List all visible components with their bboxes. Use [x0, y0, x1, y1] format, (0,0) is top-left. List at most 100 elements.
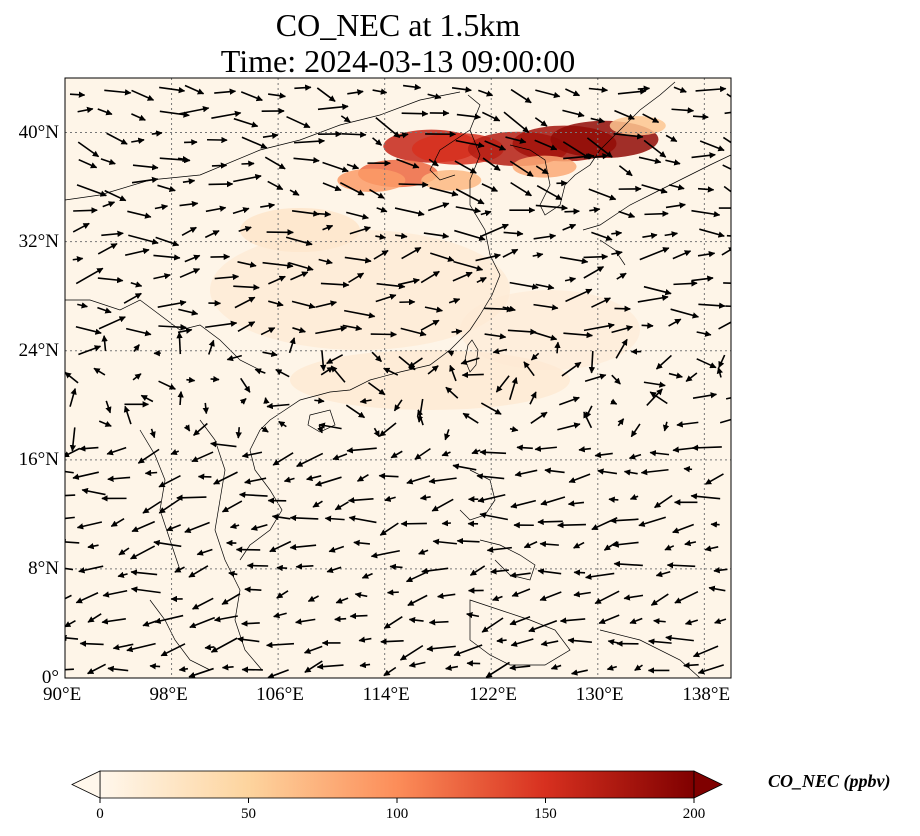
wind-arrow	[479, 512, 508, 521]
lat-tick-label: 24°N	[18, 339, 59, 361]
wind-arrow	[665, 134, 678, 143]
wind-arrow	[189, 616, 216, 629]
wind-arrow	[441, 520, 451, 527]
wind-arrow	[665, 159, 681, 166]
wind-arrow	[383, 367, 399, 376]
lon-tick-label: 98°E	[149, 684, 188, 705]
wind-arrow	[716, 367, 723, 378]
wind-arrow	[509, 664, 531, 671]
wind-arrow	[267, 669, 289, 678]
wind-arrow	[158, 474, 181, 488]
wind-arrow	[153, 273, 171, 280]
wind-arrow	[480, 223, 509, 237]
wind-arrow	[65, 567, 74, 571]
wind-arrow	[617, 418, 625, 427]
wind-arrow	[598, 614, 620, 625]
wind-arrow	[133, 344, 140, 353]
wind-arrow	[291, 209, 320, 217]
wind-arrow	[529, 391, 537, 405]
wind-arrow	[638, 516, 666, 527]
wind-arrow	[244, 586, 262, 593]
wind-arrow	[186, 376, 196, 384]
wind-arrow	[314, 476, 342, 487]
wind-arrow	[559, 256, 589, 265]
wind-arrow	[402, 83, 422, 91]
wind-arrow	[312, 500, 323, 508]
wind-arrow	[676, 421, 699, 428]
wind-arrow	[303, 645, 323, 654]
wind-arrow	[65, 371, 79, 384]
wind-arrow	[539, 540, 559, 548]
wind-arrow	[184, 521, 210, 534]
wind-arrow	[530, 411, 548, 424]
wind-arrow	[429, 187, 459, 197]
chart-title: CO_NEC at 1.5km	[275, 7, 521, 43]
wind-arrow	[691, 152, 716, 159]
wind-arrow	[696, 358, 717, 369]
wind-arrow	[87, 613, 102, 623]
wind-arrow	[93, 367, 106, 376]
wind-arrow	[276, 590, 289, 599]
wind-arrow	[237, 261, 257, 268]
wind-arrow	[344, 256, 372, 264]
wind-arrow	[65, 634, 79, 642]
wind-arrow	[573, 591, 591, 598]
wind-arrow	[244, 477, 267, 485]
wind-arrow	[271, 513, 291, 521]
wind-arrow	[304, 660, 323, 673]
wind-arrow	[65, 594, 72, 600]
wind-arrow	[445, 664, 459, 671]
wind-arrow	[637, 85, 651, 92]
wind-arrow	[399, 644, 424, 661]
wind-arrow	[565, 88, 581, 97]
wind-arrow	[637, 294, 669, 303]
wind-arrow	[237, 636, 260, 643]
wind-arrow	[695, 85, 727, 93]
wind-arrow	[261, 426, 269, 433]
wind-arrow	[77, 302, 88, 309]
wind-arrow	[375, 116, 401, 139]
wind-arrow	[307, 595, 319, 603]
wind-arrow	[375, 233, 387, 240]
wind-arrow	[724, 111, 731, 115]
wind-arrow	[583, 411, 593, 429]
wind-arrow	[142, 620, 157, 627]
wind-arrow	[316, 663, 344, 670]
wind-arrow	[642, 113, 660, 124]
wind-arrow	[466, 611, 480, 619]
wind-arrow	[104, 89, 132, 96]
wind-arrow	[509, 281, 539, 290]
wind-arrow	[237, 321, 256, 332]
wind-arrow	[346, 447, 377, 454]
colorbar-body	[99, 770, 695, 799]
wind-arrow	[341, 131, 367, 138]
wind-arrow	[318, 258, 333, 265]
wind-arrow	[126, 642, 156, 653]
wind-arrow	[123, 405, 132, 425]
wind-arrow	[241, 136, 268, 149]
wind-arrow	[540, 496, 566, 506]
wind-arrow	[401, 246, 422, 260]
wind-arrow	[210, 375, 220, 383]
wind-arrow	[427, 365, 439, 375]
wind-arrow	[233, 173, 262, 183]
wind-arrow	[573, 541, 585, 549]
wind-arrow	[288, 337, 296, 354]
lon-tick-label: 130°E	[575, 684, 624, 705]
wind-arrow	[98, 420, 112, 427]
wind-arrow	[454, 160, 477, 174]
wind-arrow	[649, 391, 668, 405]
wind-arrow	[213, 615, 238, 623]
wind-arrow	[158, 380, 176, 390]
wind-arrow	[725, 305, 731, 308]
wind-arrow	[348, 515, 377, 524]
colorbar-title: CO_NEC (ppbv)	[768, 771, 891, 791]
wind-arrow	[408, 661, 426, 668]
wind-arrow	[567, 500, 585, 507]
wind-arrow	[289, 543, 317, 551]
wind-arrow	[592, 153, 609, 160]
wind-arrow	[346, 211, 369, 220]
wind-arrow	[178, 308, 199, 316]
wind-arrow	[221, 593, 241, 605]
wind-arrow	[441, 450, 451, 457]
